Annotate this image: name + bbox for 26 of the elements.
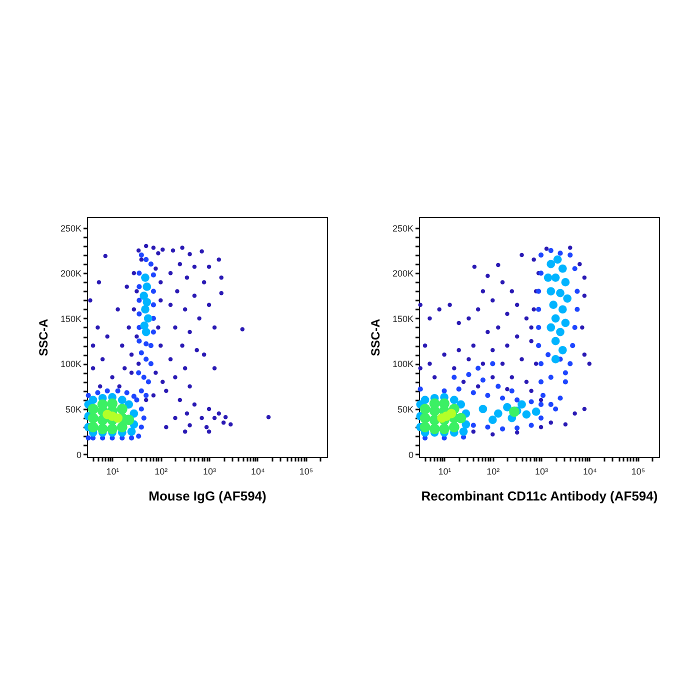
x-axis-title: Recombinant CD11c Antibody (AF594) [421,488,658,504]
x-tick-label: 10¹ [106,466,120,476]
y-tick-label: 0 [408,450,414,460]
x-tick-label: 10¹ [438,466,452,476]
x-tick-label: 10⁵ [631,466,646,476]
y-tick-label: 250K [60,223,82,234]
y-tick-label: 100K [60,359,82,370]
y-tick-label: 0 [76,450,82,460]
x-tick-label: 10³ [203,466,216,476]
x-tick-label: 10⁴ [250,466,265,476]
y-tick-label: 250K [392,223,414,234]
x-tick-label: 10⁵ [299,466,314,476]
y-tick-label: 150K [60,314,82,324]
x-tick-label: 10² [486,466,500,476]
x-axis-title: Mouse IgG (AF594) [148,488,266,504]
y-tick-label: 200K [60,268,82,279]
y-tick-label: 150K [392,314,414,324]
y-tick-label: 50K [397,404,414,414]
y-tick-label: 100K [392,359,414,370]
x-tick-label: 10³ [535,466,548,476]
y-axis-title: SSC-A [368,318,382,356]
x-tick-label: 10⁴ [582,466,597,476]
y-tick-label: 200K [392,268,414,279]
y-tick-label: 50K [65,404,82,414]
x-tick-label: 10² [154,466,168,476]
y-axis-title: SSC-A [36,318,50,356]
